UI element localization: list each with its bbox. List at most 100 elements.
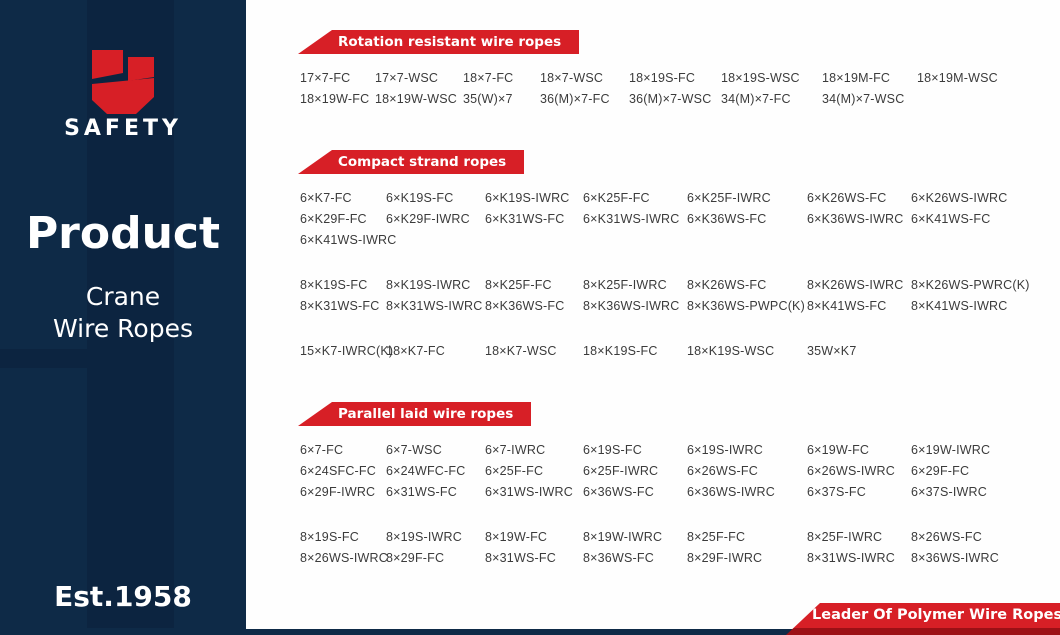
section-header: Rotation resistant wire ropes <box>298 30 580 54</box>
code-row: 6×K7-FC 6×K19S-FC 6×K19S-IWRC 6×K25F-FC 6×K2… <box>300 188 1060 209</box>
product-code: 8×K31WS-IWRC <box>386 299 483 313</box>
sidebar: SAFETY Product Crane Wire Ropes Est.1958 <box>0 0 246 635</box>
product-code: 6×19W-IWRC <box>911 443 991 457</box>
sections: Rotation resistant wire ropes 17×7-FC 17×7… <box>246 0 1060 635</box>
section-header: Parallel laid wire ropes <box>298 402 532 426</box>
product-code: 8×K26WS-PWRC(K) <box>911 278 1030 292</box>
product-code: 18×K7-FC <box>386 344 445 358</box>
product-code: 8×K25F-IWRC <box>583 278 667 292</box>
code-row: 6×7-FC 6×7-WSC 6×7-IWRC 6×19S-FC 6×19S-IWRC 6… <box>300 440 1060 461</box>
product-code: 6×K41WS-IWRC <box>300 233 397 247</box>
product-code: 6×K29F-IWRC <box>386 212 470 226</box>
product-code: 35W×K7 <box>807 344 857 358</box>
sidebar-heading: Product <box>25 208 221 259</box>
product-code: 6×37S-FC <box>807 485 866 499</box>
product-code: 6×36WS-IWRC <box>687 485 775 499</box>
product-code: 6×K7-FC <box>300 191 352 205</box>
code-row: 8×19S-FC 8×19S-IWRC 8×19W-FC 8×19W-IWRC 8×25… <box>300 527 1060 548</box>
footer-ribbon: Leader Of Polymer Wire Ropes <box>786 603 1060 635</box>
product-code: 6×29F-FC <box>911 464 970 478</box>
code-group: 15×K7-IWRC(K) 18×K7-FC 18×K7-WSC 18×K19S-FC… <box>300 341 1060 362</box>
product-code: 8×19S-IWRC <box>386 530 462 544</box>
product-code: 8×K41WS-IWRC <box>911 299 1008 313</box>
code-row: 6×K29F-FC 6×K29F-IWRC 6×K31WS-FC 6×K31WS-IW… <box>300 209 1060 230</box>
product-code: 18×7-FC <box>463 71 514 85</box>
product-code: 8×K36WS-PWPC(K) <box>687 299 805 313</box>
product-code: 17×7-WSC <box>375 71 439 85</box>
product-code: 17×7-FC <box>300 71 351 85</box>
product-code: 8×26WS-FC <box>911 530 982 544</box>
code-row: 6×K41WS-IWRC <box>300 230 1060 251</box>
product-code: 8×K41WS-FC <box>807 299 887 313</box>
product-section: Rotation resistant wire ropes 17×7-FC 17×7… <box>298 30 1060 110</box>
code-group: 8×19S-FC 8×19S-IWRC 8×19W-FC 8×19W-IWRC 8×25… <box>300 527 1060 569</box>
product-code: 8×29F-FC <box>386 551 445 565</box>
product-code: 6×K26WS-IWRC <box>911 191 1008 205</box>
product-code: 6×25F-FC <box>485 464 544 478</box>
product-code: 8×26WS-IWRC <box>300 551 388 565</box>
product-code: 6×29F-IWRC <box>300 485 376 499</box>
product-code: 8×19W-IWRC <box>583 530 663 544</box>
product-code: 34(M)×7-FC <box>721 92 791 106</box>
product-code: 18×K19S-WSC <box>687 344 775 358</box>
product-code: 8×K31WS-FC <box>300 299 380 313</box>
product-code: 8×31WS-IWRC <box>807 551 895 565</box>
product-code: 6×K19S-FC <box>386 191 454 205</box>
code-row: 6×24SFC-FC 6×24WFC-FC 6×25F-FC 6×25F-IWRC 6×… <box>300 461 1060 482</box>
sidebar-subheading: Crane Wire Ropes <box>0 281 246 345</box>
code-group: 6×K7-FC 6×K19S-FC 6×K19S-IWRC 6×K25F-FC 6×K2… <box>300 188 1060 251</box>
code-row: 17×7-FC 17×7-WSC 18×7-FC 18×7-WSC 18×19S-FC 1… <box>300 68 1060 89</box>
code-row: 8×K19S-FC 8×K19S-IWRC 8×K25F-FC 8×K25F-IWRC… <box>300 275 1060 296</box>
product-code: 8×K36WS-FC <box>485 299 565 313</box>
product-code: 6×K29F-FC <box>300 212 367 226</box>
subheading-line2: Wire Ropes <box>53 314 193 343</box>
product-code: 6×K41WS-FC <box>911 212 991 226</box>
product-code: 6×26WS-IWRC <box>807 464 895 478</box>
product-code: 36(M)×7-WSC <box>629 92 712 106</box>
product-code: 6×7-IWRC <box>485 443 546 457</box>
safety-blocks-logo-icon <box>0 48 246 121</box>
product-code: 8×K36WS-IWRC <box>583 299 680 313</box>
product-code: 8×19S-FC <box>300 530 359 544</box>
product-code: 6×7-FC <box>300 443 344 457</box>
product-code: 6×K19S-IWRC <box>485 191 570 205</box>
product-code: 8×29F-IWRC <box>687 551 763 565</box>
product-code: 8×K26WS-FC <box>687 278 767 292</box>
product-code: 6×25F-IWRC <box>583 464 659 478</box>
product-code: 8×K19S-IWRC <box>386 278 471 292</box>
product-code: 6×19W-FC <box>807 443 870 457</box>
product-code: 8×36WS-FC <box>583 551 654 565</box>
product-code: 6×19S-IWRC <box>687 443 763 457</box>
product-code: 8×31WS-FC <box>485 551 556 565</box>
product-code: 18×19W-FC <box>300 92 370 106</box>
product-code: 6×K31WS-FC <box>485 212 565 226</box>
product-section: Parallel laid wire ropes 6×7-FC 6×7-WSC 6×7… <box>298 402 1060 569</box>
product-code: 18×19M-WSC <box>917 71 998 85</box>
product-code: 18×19M-FC <box>822 71 891 85</box>
subheading-line1: Crane <box>85 282 161 311</box>
product-code: 8×25F-IWRC <box>807 530 883 544</box>
product-code: 8×36WS-IWRC <box>911 551 999 565</box>
product-code: 18×19S-FC <box>629 71 696 85</box>
product-code: 15×K7-IWRC(K) <box>300 344 394 358</box>
product-code: 18×19S-WSC <box>721 71 800 85</box>
section-header: Compact strand ropes <box>298 150 525 174</box>
code-row: 15×K7-IWRC(K) 18×K7-FC 18×K7-WSC 18×K19S-FC… <box>300 341 1060 362</box>
product-code: 6×26WS-FC <box>687 464 758 478</box>
product-code: 6×K36WS-FC <box>687 212 767 226</box>
product-code: 6×19S-FC <box>583 443 642 457</box>
product-code: 6×K25F-IWRC <box>687 191 771 205</box>
product-code: 36(M)×7-FC <box>540 92 610 106</box>
bottom-navy-strip <box>246 629 1060 635</box>
product-code: 6×31WS-FC <box>386 485 457 499</box>
product-code: 6×K36WS-IWRC <box>807 212 904 226</box>
product-code: 6×7-WSC <box>386 443 442 457</box>
code-row: 18×19W-FC 18×19W-WSC 35(W)×7 36(M)×7-FC 36(M… <box>300 89 1060 110</box>
established-year: Est.1958 <box>54 580 192 613</box>
code-group: 17×7-FC 17×7-WSC 18×7-FC 18×7-WSC 18×19S-FC 1… <box>300 68 1060 110</box>
product-code: 34(M)×7-WSC <box>822 92 905 106</box>
code-group: 6×7-FC 6×7-WSC 6×7-IWRC 6×19S-FC 6×19S-IWRC 6… <box>300 440 1060 503</box>
product-section: Compact strand ropes 6×K7-FC 6×K19S-FC 6×K1… <box>298 150 1060 362</box>
brand-name: SAFETY <box>64 116 182 141</box>
